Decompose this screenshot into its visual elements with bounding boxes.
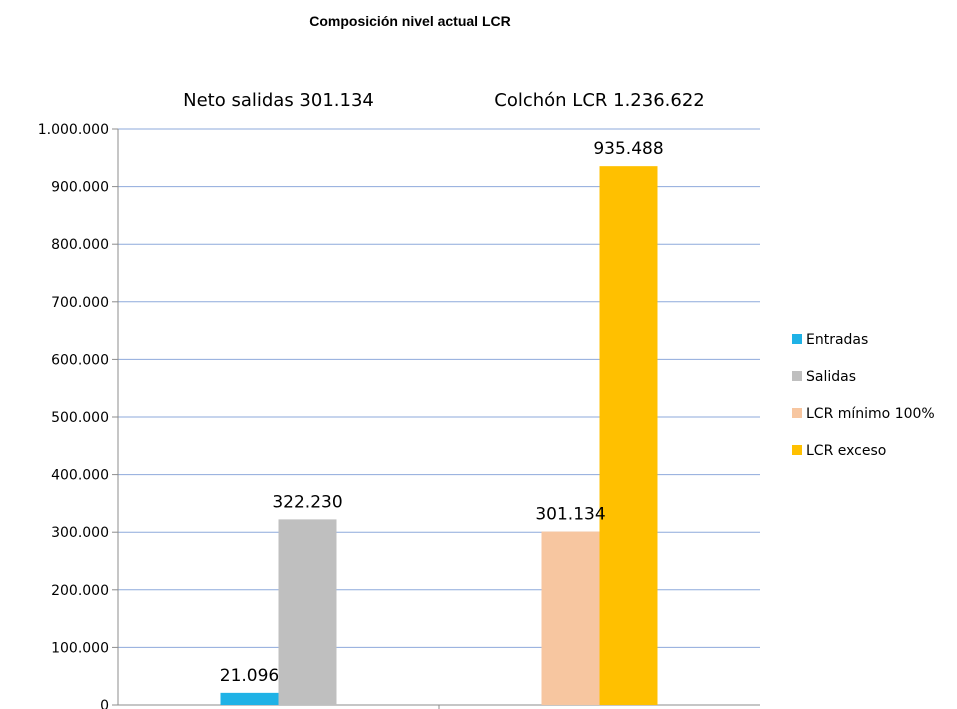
data-label: 301.134	[535, 505, 605, 525]
chart-title: Composición nivel actual LCR	[309, 13, 510, 29]
y-tick-label: 400.000	[51, 468, 109, 484]
bar	[220, 692, 279, 705]
legend-swatch	[792, 408, 802, 418]
legend-swatch	[792, 334, 802, 344]
y-tick-label: 900.000	[51, 180, 109, 196]
legend-label: LCR exceso	[806, 443, 886, 459]
legend-label: Salidas	[806, 369, 856, 385]
legend-label: LCR mínimo 100%	[806, 406, 935, 422]
y-tick-label: 600.000	[51, 352, 109, 368]
bar	[541, 531, 600, 705]
y-tick-label: 700.000	[51, 295, 109, 311]
y-tick-label: 800.000	[51, 237, 109, 253]
axes	[117, 129, 760, 709]
y-axis-ticks: 0 100.000 200.000 300.000 400.000 500.000 600.…	[38, 122, 109, 709]
category-label: Colchón LCR 1.236.622	[494, 90, 704, 111]
category-label: Neto salidas 301.134	[183, 90, 374, 111]
legend-label: Entradas	[806, 332, 868, 348]
data-label: 21.096	[220, 666, 279, 686]
data-label: 322.230	[272, 492, 342, 512]
data-labels: 21.096 322.230 301.134 935.488	[220, 139, 664, 686]
bar	[599, 166, 658, 705]
gridlines	[112, 128, 760, 706]
legend-swatch	[792, 445, 802, 455]
y-tick-label: 1.000.000	[38, 122, 109, 138]
legend-swatch	[792, 371, 802, 381]
y-tick-label: 100.000	[51, 640, 109, 656]
category-labels: Neto salidas 301.134 Colchón LCR 1.236.62…	[183, 90, 705, 111]
bars	[220, 166, 658, 705]
legend: Entradas Salidas LCR mínimo 100% LCR exceso	[792, 332, 935, 459]
y-tick-label: 0	[100, 698, 109, 709]
y-tick-label: 500.000	[51, 410, 109, 426]
y-tick-label: 200.000	[51, 583, 109, 599]
data-label: 935.488	[593, 139, 663, 159]
y-tick-label: 300.000	[51, 525, 109, 541]
bar	[278, 519, 337, 705]
